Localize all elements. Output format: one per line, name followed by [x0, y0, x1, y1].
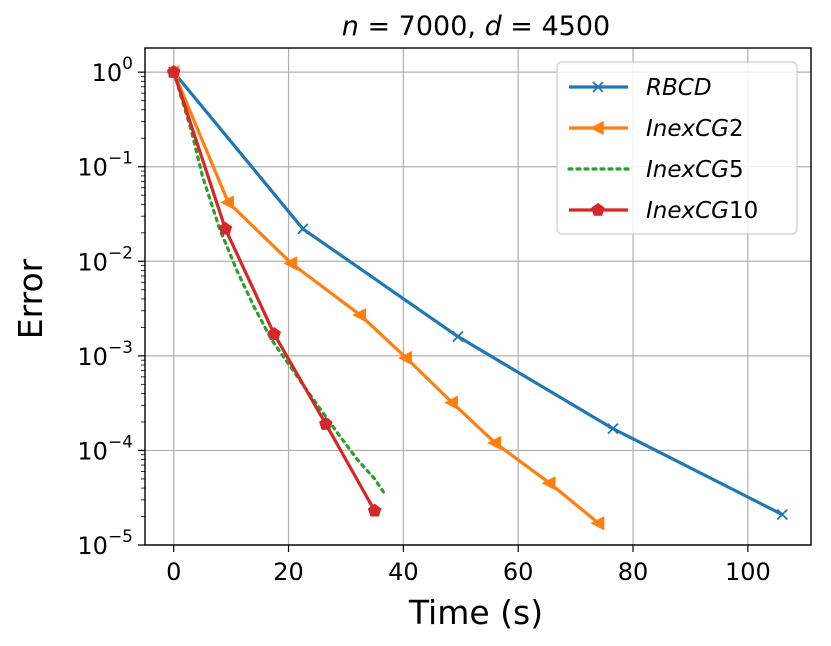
marker-pentagon: [267, 326, 281, 340]
marker-triangle-left: [590, 516, 605, 531]
x-tick-label: 80: [618, 558, 649, 586]
series-line-inexcg5: [172, 70, 388, 498]
marker-x-stroke: [297, 223, 309, 235]
legend-label-rbcd: RBCD: [646, 75, 712, 101]
legend: RBCD InexCG2 InexCG5 InexCG10: [556, 61, 798, 235]
axes-frame: [144, 47, 812, 546]
y-tick-label: 10−3: [77, 338, 133, 371]
legend-label-inexcg10: InexCG10: [646, 198, 758, 224]
marker-triangle-left: [398, 350, 412, 366]
y-tick-label: 10−2: [77, 243, 133, 276]
x-tick-label: 20: [273, 558, 304, 586]
marker-x-stroke: [607, 422, 619, 435]
legend-entries: RBCD InexCG2 InexCG5 InexCG10: [567, 75, 758, 224]
marker-triangle-left: [352, 307, 367, 323]
y-tick-label: 10−4: [77, 432, 133, 465]
legend-item-rbcd: RBCD: [569, 75, 712, 101]
marker-triangle-left: [487, 435, 501, 451]
marker-x: [297, 223, 309, 235]
x-axis-label: Time (s): [408, 593, 543, 632]
grid: [145, 48, 811, 546]
marker-triangle-left: [444, 395, 458, 410]
marker-x: [776, 508, 788, 521]
marker-pentagon: [218, 221, 233, 235]
x-tick-label: 40: [388, 558, 419, 586]
series-layer: [165, 65, 788, 531]
legend-item-inexcg5: InexCG5: [567, 157, 744, 183]
marker-x-stroke: [592, 81, 604, 93]
marker-x: [607, 422, 619, 435]
y-tick-label: 10−1: [77, 149, 133, 182]
x-tick-label: 0: [166, 558, 181, 586]
marker-x-stroke: [452, 330, 464, 343]
marker-x-stroke: [776, 508, 788, 521]
legend-box: [556, 61, 798, 235]
legend-label-inexcg2: InexCG2: [646, 116, 744, 142]
x-tick-label: 60: [503, 558, 534, 586]
y-tick-label: 10−5: [77, 527, 133, 560]
marker-pentagon: [367, 503, 382, 517]
series-inexcg10: [166, 65, 382, 517]
marker-triangle-left: [220, 195, 234, 210]
y-ticks: 100 10−1 10−2 10−3 10−4 10−5: [77, 54, 145, 560]
series-inexcg2: [165, 65, 605, 531]
y-axis-label: Error: [11, 258, 50, 339]
series-inexcg5: [172, 70, 388, 498]
marker-x: [592, 81, 604, 93]
x-tick-label: 100: [725, 558, 771, 586]
marker-triangle-left: [283, 256, 298, 271]
legend-label-inexcg5: InexCG5: [646, 157, 744, 183]
legend-item-inexcg10: InexCG10: [569, 198, 758, 224]
axes-spines: [144, 47, 812, 546]
x-ticks: 0 20 40 60 80 100: [166, 545, 771, 586]
marker-x: [452, 330, 464, 343]
marker-pentagon: [591, 202, 605, 216]
marker-triangle-left: [541, 476, 556, 491]
marker-pentagon: [319, 416, 333, 430]
legend-item-inexcg2: InexCG2: [569, 116, 744, 142]
chart-title: n = 7000, d = 4500: [342, 11, 610, 42]
y-tick-label: 100: [92, 54, 133, 87]
marker-pentagon: [166, 65, 181, 78]
marker-triangle-left: [589, 120, 604, 136]
